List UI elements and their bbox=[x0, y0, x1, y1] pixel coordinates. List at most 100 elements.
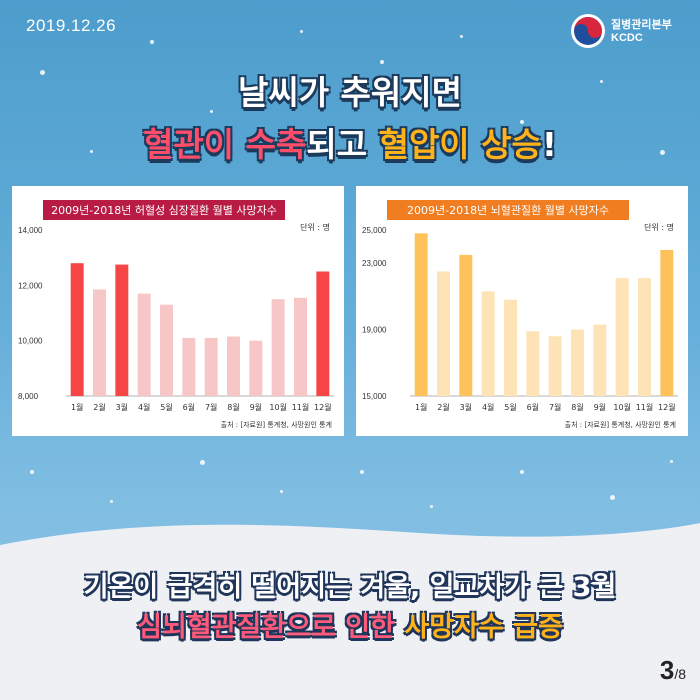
date-label: 2019.12.26 bbox=[26, 16, 117, 35]
bar bbox=[615, 278, 629, 396]
chart-source: 출처 : [자료원] 통계청, 사망원인 통계 bbox=[221, 420, 332, 429]
y-tick-label: 8,000 bbox=[18, 392, 39, 401]
snowflake bbox=[90, 150, 93, 153]
x-tick-label: 8월 bbox=[571, 402, 583, 412]
page-indicator: 3/8 bbox=[660, 655, 686, 686]
snowflake bbox=[280, 490, 283, 493]
snowflake bbox=[460, 35, 463, 38]
x-tick-label: 3월 bbox=[116, 402, 128, 412]
bar bbox=[481, 291, 495, 396]
headline-connector: 되고 bbox=[306, 125, 379, 164]
chart-title-badge bbox=[387, 200, 629, 220]
x-tick-label: 8월 bbox=[227, 402, 239, 412]
snowflake bbox=[110, 500, 113, 503]
bar bbox=[414, 233, 428, 396]
page-current: 3 bbox=[659, 655, 675, 685]
snowflake bbox=[380, 60, 384, 64]
chart-unit: 단위 : 명 bbox=[644, 222, 674, 232]
bar bbox=[93, 289, 106, 396]
chart-title-badge bbox=[43, 200, 285, 220]
chart-source: 출처 : [자료원] 통계청, 사망원인 통계 bbox=[565, 420, 676, 429]
bar bbox=[660, 249, 674, 396]
bar bbox=[571, 329, 584, 396]
x-tick-label: 7월 bbox=[205, 402, 217, 412]
snowflake bbox=[360, 470, 364, 474]
x-tick-label: 11월 bbox=[292, 402, 310, 412]
x-tick-label: 6월 bbox=[527, 402, 539, 412]
bar bbox=[504, 299, 517, 396]
x-tick-label: 9월 bbox=[250, 402, 262, 412]
bar bbox=[227, 336, 240, 396]
bar bbox=[316, 271, 330, 396]
bar bbox=[115, 264, 129, 396]
footer-cause: 심뇌혈관질환으로 인한 bbox=[137, 612, 405, 643]
bar bbox=[182, 337, 196, 396]
bar bbox=[437, 271, 450, 396]
snowflake bbox=[150, 40, 154, 44]
bar bbox=[294, 297, 307, 396]
x-tick-label: 12월 bbox=[658, 402, 676, 412]
y-tick-label: 19,000 bbox=[362, 326, 387, 335]
footer-line1: 기온이 급격히 떨어지는 겨울, 일교차가 큰 3월 bbox=[83, 572, 617, 603]
kcdc-logo: 질병관리본부 KCDC bbox=[571, 12, 686, 52]
snowflake bbox=[670, 460, 673, 463]
x-tick-label: 9월 bbox=[594, 402, 606, 412]
bar bbox=[70, 263, 84, 396]
footer-line2: 심뇌혈관질환으로 인한 사망자수 급증 bbox=[0, 605, 700, 644]
x-tick-label: 4월 bbox=[482, 402, 494, 412]
x-tick-label: 10월 bbox=[269, 402, 287, 412]
headline-vessel: 혈관이 수축 bbox=[143, 125, 307, 164]
snowflake bbox=[520, 470, 524, 474]
y-tick-label: 23,000 bbox=[362, 259, 387, 268]
x-tick-label: 12월 bbox=[314, 402, 332, 412]
y-tick-label: 15,000 bbox=[362, 392, 387, 401]
y-tick-label: 10,000 bbox=[18, 337, 43, 346]
y-tick-label: 14,000 bbox=[18, 226, 43, 235]
snowflake bbox=[430, 505, 433, 508]
bar bbox=[459, 254, 473, 396]
org-name: 질병관리본부 bbox=[611, 18, 672, 31]
bar bbox=[593, 324, 607, 396]
x-tick-label: 1월 bbox=[415, 402, 427, 412]
x-tick-label: 1월 bbox=[71, 402, 83, 412]
bar bbox=[548, 336, 562, 396]
headline-line2: 혈관이 수축되고 혈압이 상승! bbox=[0, 118, 700, 166]
chart-title: 2009년-2018년 허혈성 심장질환 월별 사망자수 bbox=[51, 203, 277, 217]
footer-surge: 사망자수 급증 bbox=[404, 612, 563, 643]
y-tick-label: 25,000 bbox=[362, 226, 387, 235]
org-abbr: KCDC bbox=[611, 32, 643, 44]
snowflake bbox=[210, 110, 213, 113]
bar bbox=[249, 340, 263, 396]
x-tick-label: 5월 bbox=[160, 402, 172, 412]
x-tick-label: 4월 bbox=[138, 402, 150, 412]
snowflake bbox=[40, 70, 45, 75]
snowflake bbox=[610, 495, 615, 500]
headline-pressure: 혈압이 상승 bbox=[378, 125, 542, 164]
x-tick-label: 10월 bbox=[613, 402, 631, 412]
bar bbox=[526, 331, 540, 396]
bottom-wave bbox=[0, 523, 700, 700]
headline-line1: 날씨가 추워지면 bbox=[237, 73, 462, 112]
x-tick-label: 6월 bbox=[183, 402, 195, 412]
x-tick-label: 2월 bbox=[437, 402, 449, 412]
x-tick-label: 3월 bbox=[460, 402, 472, 412]
chart-unit: 단위 : 명 bbox=[300, 222, 330, 232]
x-tick-label: 7월 bbox=[549, 402, 561, 412]
chart-title: 2009년-2018년 뇌혈관질환 월별 사망자수 bbox=[407, 203, 609, 217]
bar bbox=[204, 337, 218, 396]
y-tick-label: 12,000 bbox=[18, 281, 43, 290]
x-tick-label: 11월 bbox=[636, 402, 654, 412]
snowflake bbox=[200, 460, 205, 465]
bar bbox=[160, 304, 173, 396]
snowflake bbox=[300, 30, 303, 33]
x-tick-label: 2월 bbox=[93, 402, 105, 412]
bar bbox=[638, 278, 651, 396]
snowflake bbox=[30, 470, 34, 474]
snowflake bbox=[600, 80, 603, 83]
page-total: /8 bbox=[674, 666, 686, 682]
snowflake bbox=[660, 150, 665, 155]
